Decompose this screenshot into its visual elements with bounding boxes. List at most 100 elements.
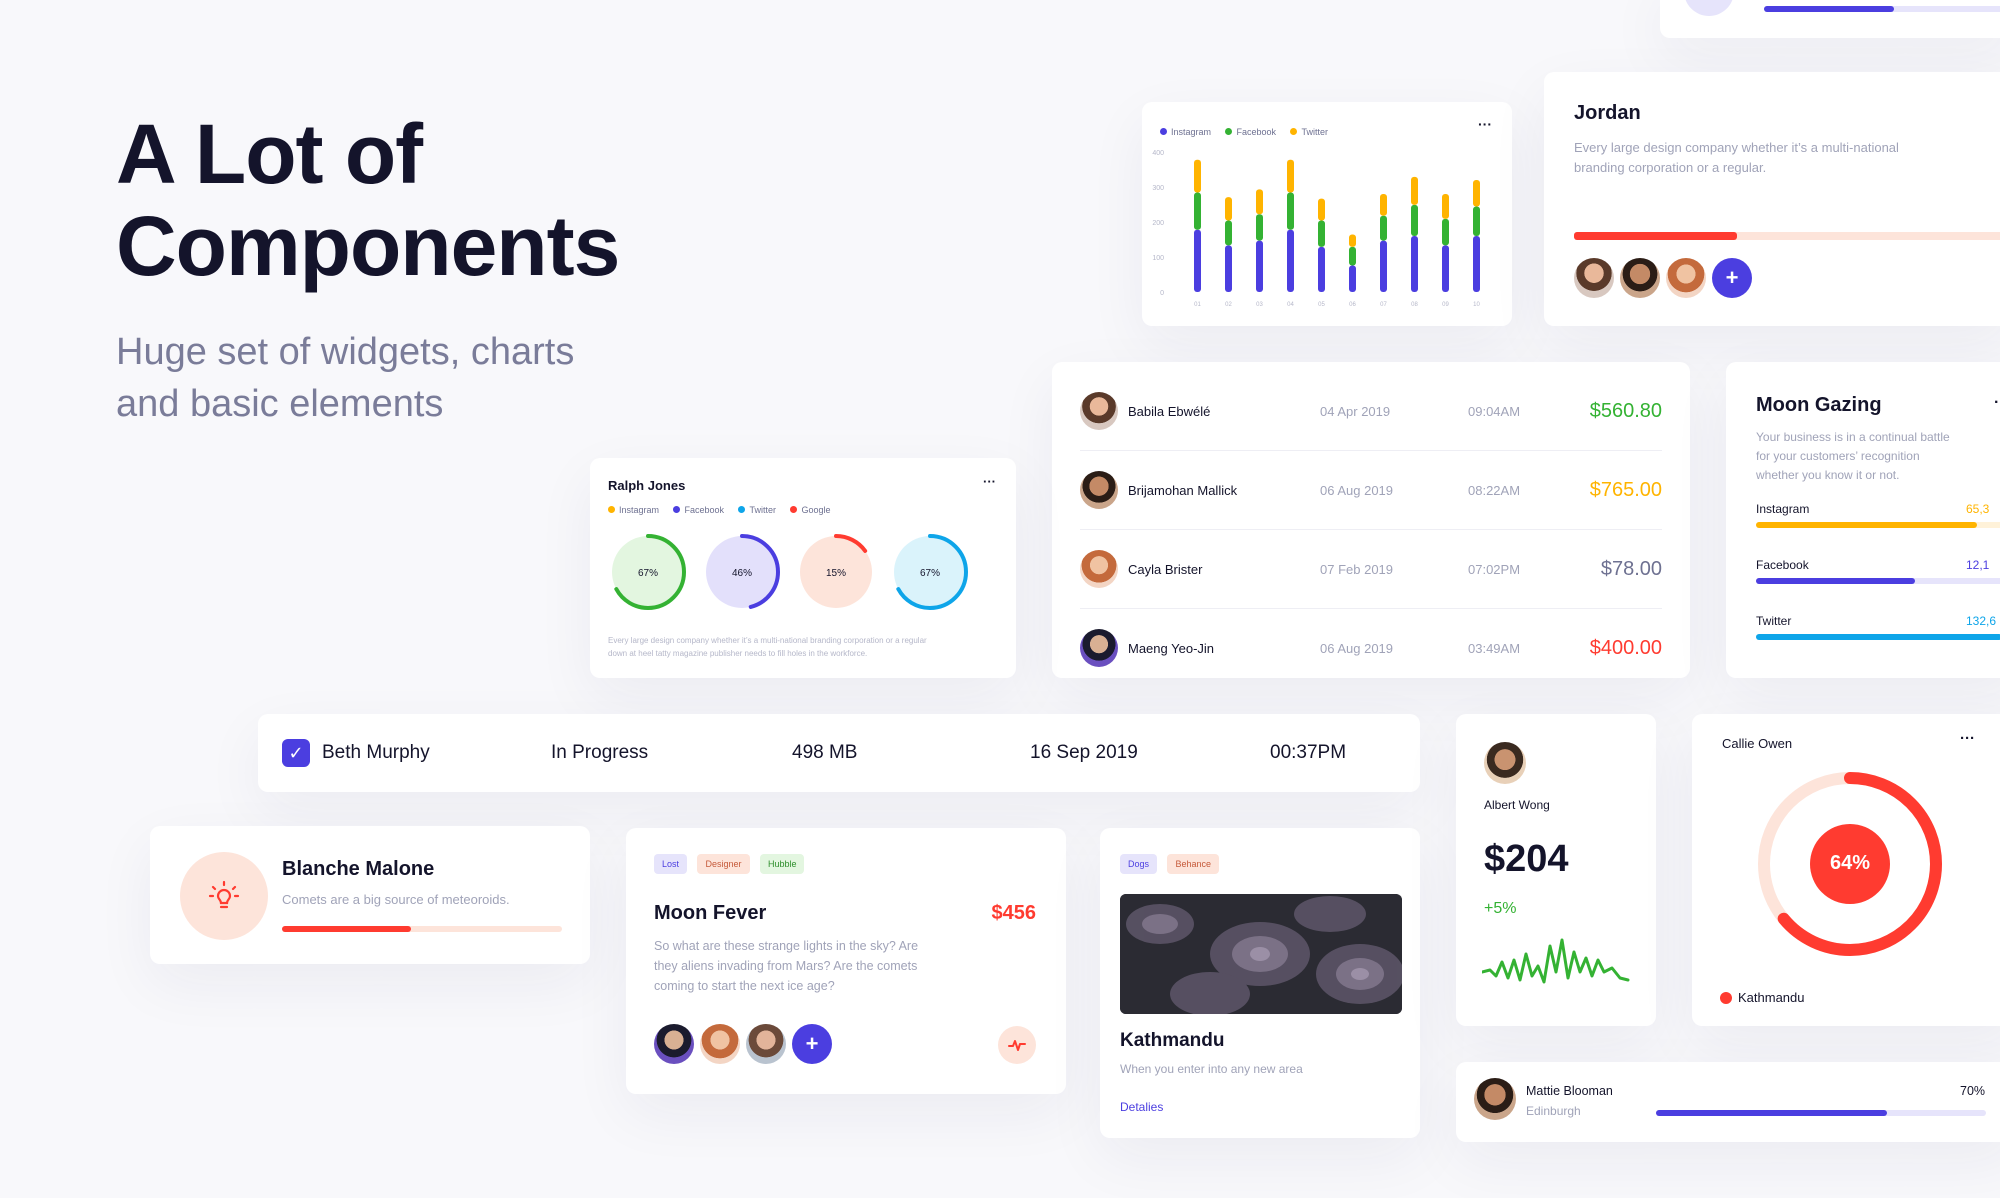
moon-fever-desc-line1: So what are these strange lights in the … [654, 939, 919, 953]
bar-facebook [1287, 192, 1294, 230]
avatar[interactable] [1080, 471, 1118, 509]
hero-subtitle: Huge set of widgets, charts and basic el… [116, 326, 574, 430]
x-tick-label: 01 [1194, 302, 1201, 308]
avatar[interactable] [1080, 550, 1118, 588]
table-row[interactable]: Babila Ebwélé 04 Apr 2019 09:04AM $560.80 [1080, 372, 1662, 451]
tag-dogs[interactable]: Dogs [1120, 854, 1158, 874]
bar-twitter [1411, 176, 1418, 205]
kathmandu-card: Dogs Behance Kathmandu When you en [1100, 828, 1420, 1138]
bar-twitter [1225, 197, 1232, 221]
stat-label: Facebook [1756, 558, 1809, 572]
task-status: In Progress [551, 742, 649, 763]
transaction-amount: $765.00 [1589, 479, 1662, 501]
blanche-card: Blanche Malone Comets are a big source o… [150, 826, 590, 964]
avatar[interactable] [1574, 258, 1614, 298]
task-checkbox[interactable]: ✓ [282, 739, 310, 767]
avatar[interactable] [1666, 258, 1706, 298]
moon-gazing-menu-icon[interactable]: · [1994, 394, 2000, 411]
y-tick-label: 200 [1152, 220, 1164, 227]
bar-twitter [1473, 180, 1480, 207]
avatar[interactable] [746, 1024, 786, 1064]
ralph-menu-icon[interactable]: ··· [983, 474, 996, 489]
mattie-name: Mattie Blooman [1526, 1084, 1613, 1098]
y-tick-label: 400 [1152, 150, 1164, 157]
jordan-avatars: + [1574, 258, 1752, 298]
x-tick-label: 07 [1380, 302, 1387, 308]
bar-chart-menu-icon[interactable]: ··· [1478, 116, 1492, 132]
avatar[interactable] [700, 1024, 740, 1064]
kathmandu-details-link[interactable]: Detalies [1120, 1100, 1164, 1114]
bar-chart-legend: Instagram Facebook Twitter [1160, 122, 1338, 140]
table-row[interactable]: Maeng Yeo-Jin 06 Aug 2019 03:49AM $400.00 [1080, 609, 1662, 688]
callie-menu-icon[interactable]: ··· [1960, 730, 1975, 747]
stat-progress-track [1756, 522, 2000, 528]
avatar[interactable] [1620, 258, 1660, 298]
bar-instagram [1287, 229, 1294, 292]
x-tick-label: 10 [1473, 302, 1480, 308]
legend-instagram-label: Instagram [1171, 126, 1212, 137]
x-tick-label: 04 [1287, 302, 1294, 308]
bar-instagram [1318, 246, 1325, 292]
task-size: 498 MB [792, 742, 858, 763]
tag-lost[interactable]: Lost [654, 854, 688, 874]
add-member-button[interactable]: + [1712, 258, 1752, 298]
hero-title-line1: A Lot of [116, 107, 423, 201]
task-date: 16 Sep 2019 [1030, 742, 1138, 763]
blanche-progress-fill [282, 926, 411, 932]
legend-facebook-label: Facebook [1236, 126, 1277, 137]
ralph-rings-svg: 67% 46% 15% 67% [610, 534, 968, 610]
transaction-date: 04 Apr 2019 [1320, 404, 1391, 419]
mattie-avatar[interactable] [1474, 1078, 1516, 1120]
albert-avatar[interactable] [1484, 742, 1526, 784]
tag-hubble[interactable]: Hubble [759, 854, 805, 874]
ring-progress [892, 534, 968, 610]
partial-avatar [1684, 0, 1734, 16]
avatar[interactable] [1080, 392, 1118, 430]
moon-gazing-card: Moon Gazing · Your business is in a cont… [1726, 362, 2000, 678]
jordan-description: Every large design company whether it’s … [1574, 138, 1899, 178]
table-row[interactable]: Cayla Brister 07 Feb 2019 07:02PM $78.00 [1080, 530, 1662, 609]
hero-title: A Lot of Components [116, 107, 620, 292]
table-row[interactable]: Brijamohan Mallick 06 Aug 2019 08:22AM $765… [1080, 451, 1662, 530]
callie-card: Callie Owen ··· 64% Kathmandu [1692, 714, 2000, 1026]
y-tick-label: 0 [1160, 290, 1164, 297]
x-tick-label: 02 [1225, 302, 1232, 308]
ring-bg [894, 536, 966, 608]
ralph-legend-google: Google [790, 505, 830, 515]
transaction-amount: $560.80 [1589, 400, 1662, 422]
bar-twitter [1380, 194, 1387, 216]
avatar[interactable] [654, 1024, 694, 1064]
stat-label: Instagram [1756, 502, 1810, 516]
moon-fever-tags: Lost Designer Hubble [654, 854, 810, 874]
bar-facebook [1225, 220, 1232, 246]
moon-fever-title: Moon Fever [654, 902, 767, 924]
ring-progress [704, 534, 780, 610]
task-row[interactable]: ✓ Beth Murphy In Progress 498 MB 16 Sep … [258, 714, 1420, 792]
callie-legend-label: Kathmandu [1738, 990, 1805, 1005]
succulent-image [1120, 894, 1402, 1014]
transaction-amount: $400.00 [1589, 637, 1662, 659]
legend-twitter: Twitter [1290, 127, 1328, 137]
y-tick-label: 100 [1152, 255, 1164, 262]
ralph-legend-instagram: Instagram [608, 505, 659, 515]
tag-designer[interactable]: Designer [697, 854, 750, 874]
blanche-description: Comets are a big source of meteoroids. [282, 892, 510, 907]
bar-instagram [1225, 245, 1232, 292]
tag-behance[interactable]: Behance [1167, 854, 1219, 874]
bar-facebook [1256, 214, 1263, 241]
stat-progress-track [1756, 634, 2000, 640]
bar-twitter [1194, 159, 1201, 193]
x-tick-label: 05 [1318, 302, 1325, 308]
task-name: Beth Murphy [322, 742, 430, 763]
moon-fever-price: $456 [991, 902, 1037, 924]
activity-icon[interactable] [998, 1026, 1036, 1064]
transaction-time: 07:02PM [1468, 562, 1521, 577]
bar-instagram [1442, 245, 1449, 292]
avatar[interactable] [1080, 629, 1118, 667]
add-member-button[interactable]: + [792, 1024, 832, 1064]
ralph-card: Ralph Jones ··· Instagram Facebook Twitt… [590, 458, 1016, 678]
albert-sparkline [1482, 938, 1630, 984]
ring-bg [706, 536, 778, 608]
kathmandu-title: Kathmandu [1120, 1030, 1225, 1051]
bar-facebook [1442, 218, 1449, 246]
